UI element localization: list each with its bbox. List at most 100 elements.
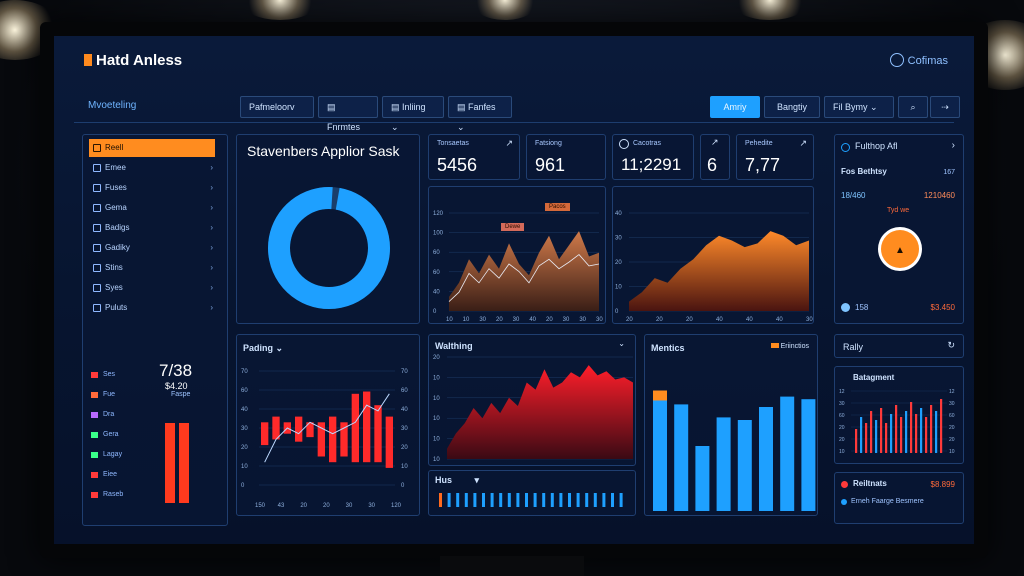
chevron-right-icon[interactable]: › xyxy=(951,140,955,151)
mini-bar xyxy=(855,429,858,453)
y-tick-label: 60 xyxy=(433,270,440,276)
sidebar-item-badigs[interactable]: Badigs › xyxy=(89,219,215,237)
kpi-card-3[interactable]: Cacotras 11;2291 xyxy=(612,134,694,180)
alert-icon xyxy=(841,481,848,488)
mini-bar-chart: 12 12 30 30 60 60 20 20 20 20 10 10 xyxy=(839,389,955,455)
toolbar-button-label: Fnrmtes xyxy=(327,122,361,132)
ceiling-light xyxy=(240,0,320,20)
toolbar-button-label: Inliing xyxy=(402,102,426,112)
x-tick-label: 30 xyxy=(479,317,486,323)
x-tick-label: 30 xyxy=(563,317,570,323)
sidebar-item-reell[interactable]: Reell xyxy=(89,139,215,157)
x-tick-label: 20 xyxy=(546,317,553,323)
monitor: Hatd Anless Cofimas Mvoeteling Pafmeloor… xyxy=(40,22,988,558)
kpi-card-4[interactable]: ↗ 6 xyxy=(700,134,730,180)
mini-bar xyxy=(925,417,928,453)
y-tick-label: 70 xyxy=(241,369,248,375)
chevron-right-icon: › xyxy=(210,303,213,312)
toolbar-button-label: Bangtiy xyxy=(776,102,808,112)
candle-bar xyxy=(363,391,371,463)
sidebar-item-label: Gadiky xyxy=(105,243,130,252)
gauge-icon: ▲ xyxy=(895,245,905,256)
monitor-stand xyxy=(440,556,584,576)
x-tick-label: 43 xyxy=(278,503,285,509)
y-tick-label-right: 70 xyxy=(401,369,408,375)
hus-chart xyxy=(439,493,623,507)
candle-title: Pading ⌄ xyxy=(243,343,283,354)
y-tick-label-right: 12 xyxy=(949,389,955,395)
y-tick-label-right: 40 xyxy=(401,407,408,413)
chevron-right-icon: › xyxy=(210,223,213,232)
area-chart-2: 40 30 20 10 0 20 20 20 40 40 40 30 xyxy=(615,211,813,323)
x-tick-label: 30 xyxy=(346,503,353,509)
app-logo[interactable]: Hatd Anless xyxy=(84,52,182,69)
menu-icon xyxy=(93,284,101,292)
hus-bar xyxy=(550,493,554,507)
metrics-legend: Eriinctios xyxy=(770,343,809,350)
sidebar-item-emee[interactable]: Emee › xyxy=(89,159,215,177)
hus-bar xyxy=(473,493,477,507)
y-tick-label-right: 10 xyxy=(949,449,955,455)
walking-title: Walthing xyxy=(435,341,473,351)
sidebar-item-gema[interactable]: Gema › xyxy=(89,199,215,217)
toolbar-button-3[interactable]: ▤ Inliing ⌄ xyxy=(382,96,444,132)
ceiling-light xyxy=(470,0,540,20)
candle-bar xyxy=(317,422,325,457)
x-tick-label: 150 xyxy=(255,503,266,509)
toolbar-button-1[interactable]: Pafmeloorv xyxy=(240,96,314,118)
legend-badge-dewe: Dewe xyxy=(501,223,525,231)
chevron-down-icon[interactable]: ⌄ xyxy=(618,339,625,348)
toolbar-button-2[interactable]: ▤ Fnrmtes xyxy=(318,96,378,132)
y-tick-label: 10 xyxy=(433,416,440,422)
sidebar: Reell Emee › Fuses › Gema › Badigs › Gadiky › Stins… xyxy=(82,134,228,526)
mini-bar xyxy=(870,411,873,453)
kpi-card-2[interactable]: Fatsiong 961 xyxy=(526,134,606,180)
brand-link[interactable]: Cofimas xyxy=(889,53,948,67)
sidebar-item-fuses[interactable]: Fuses › xyxy=(89,179,215,197)
logo-icon xyxy=(84,54,92,66)
sidebar-item-stins[interactable]: Stins › xyxy=(89,259,215,277)
final-card[interactable]: Reiltnats $8.899 Erneh Faarge Besmere xyxy=(834,472,964,524)
sidebar-item-label: Badigs xyxy=(105,223,130,232)
metric-bar xyxy=(695,446,710,511)
y-tick-label-right: 60 xyxy=(401,388,408,394)
right-panel-subvalue: 167 xyxy=(943,169,955,176)
sidebar-item-syes[interactable]: Syes › xyxy=(89,279,215,297)
toolbar-button-active[interactable]: Amriy xyxy=(710,96,760,118)
y-tick-label-right: 30 xyxy=(401,426,408,432)
y-tick-label: 10 xyxy=(433,437,440,443)
x-tick-label: 20 xyxy=(656,317,663,323)
y-tick-label: 100 xyxy=(433,231,444,237)
search-button[interactable]: ⌕ xyxy=(898,96,928,118)
sidebar-item-gadiky[interactable]: Gadiky › xyxy=(89,239,215,257)
metric-bar xyxy=(780,396,795,511)
toolbar-button-5[interactable]: Bangtiy xyxy=(764,96,820,118)
mini-bar xyxy=(920,408,923,453)
toolbar-dropdown[interactable]: Fil Bymy ⌄ xyxy=(824,96,894,118)
right-right-value: 1210460 xyxy=(923,191,955,200)
sidebar-item-puluts[interactable]: Puluts › xyxy=(89,299,215,317)
hus-title-text: Hus xyxy=(435,475,453,485)
area-chart-panel-2: 40 30 20 10 0 20 20 20 40 40 40 30 xyxy=(612,186,814,324)
x-tick-label: 40 xyxy=(716,317,723,323)
area-series xyxy=(447,365,633,459)
kpi-card-5[interactable]: Pehedite ↗ 7,77 xyxy=(736,134,814,180)
trend-line xyxy=(264,393,390,463)
line-series-2 xyxy=(448,254,600,302)
y-tick-label-right: 20 xyxy=(949,437,955,443)
y-tick-label-right: 20 xyxy=(401,445,408,451)
kpi-value: 961 xyxy=(535,155,566,175)
toolbar-button-4[interactable]: ▤ Fanfes ⌄ xyxy=(448,96,512,132)
expand-button[interactable]: ⇢ xyxy=(930,96,960,118)
compass-icon xyxy=(889,53,904,67)
metric-bar xyxy=(653,400,667,511)
hus-title: Hus ▾ xyxy=(435,475,479,486)
kpi-card-1[interactable]: Tonsaetas ↗ 5456 xyxy=(428,134,520,180)
candle-panel: Pading ⌄ 70 70 60 60 40 40 30 30 20 20 10 10 0 0 150 43… xyxy=(236,334,420,516)
mini-bar xyxy=(895,405,898,453)
hus-bar xyxy=(585,493,589,507)
rally-bar[interactable]: Rally ↻ xyxy=(834,334,964,358)
y-tick-label: 20 xyxy=(433,355,440,361)
mini-bar xyxy=(865,423,868,453)
legend-icon xyxy=(91,372,98,378)
